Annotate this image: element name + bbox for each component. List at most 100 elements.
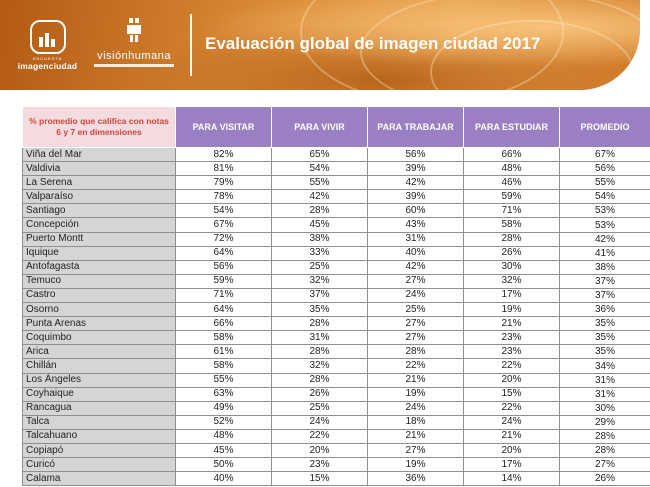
estudiar-cell: 66% [463, 146, 560, 163]
visitar-cell: 56% [175, 259, 272, 275]
visitar-cell: 78% [175, 189, 272, 205]
visitar-cell: 59% [175, 273, 272, 289]
vivir-cell: 35% [271, 302, 368, 318]
promedio-cell: 28% [559, 442, 650, 459]
trabajar-cell: 27% [367, 273, 464, 289]
vivir-cell: 32% [271, 273, 368, 289]
imagenciudad-logo: ENCUESTA imagenciudad [10, 20, 85, 78]
estudiar-cell: 17% [463, 457, 560, 473]
trabajar-cell: 18% [367, 414, 464, 430]
city-cell: Talca [22, 414, 176, 430]
trabajar-cell: 25% [367, 302, 464, 318]
trabajar-cell: 19% [367, 386, 464, 402]
visitar-cell: 63% [175, 386, 272, 402]
promedio-cell: 37% [559, 287, 650, 304]
logo-underline [94, 64, 174, 67]
city-cell: Talcahuano [22, 428, 176, 444]
table-row: Chillán 58% 32% 22% 22% 34% [22, 358, 650, 374]
trabajar-cell: 24% [367, 400, 464, 416]
promedio-cell: 31% [559, 386, 650, 402]
estudiar-cell: 24% [463, 414, 560, 430]
visitar-cell: 64% [175, 245, 272, 261]
estudiar-cell: 14% [463, 471, 560, 487]
promedio-cell: 53% [559, 203, 650, 219]
table-row: Concepción 67% 45% 43% 58% 53% [22, 217, 650, 233]
trabajar-cell: 24% [367, 287, 464, 304]
visitar-cell: 67% [175, 217, 272, 233]
vivir-cell: 26% [271, 386, 368, 402]
vivir-cell: 25% [271, 400, 368, 416]
table-header-row: % promedio que califica con notas 6 y 7 … [22, 106, 650, 148]
estudiar-cell: 23% [463, 330, 560, 346]
promedio-cell: 34% [559, 358, 650, 374]
trabajar-cell: 42% [367, 175, 464, 191]
logo-subtitle: ENCUESTA [32, 56, 63, 61]
city-cell: Coyhaique [22, 386, 176, 402]
city-cell: Temuco [22, 273, 176, 289]
estudiar-cell: 48% [463, 161, 560, 177]
table-row: Temuco 59% 32% 27% 32% 37% [22, 273, 650, 289]
estudiar-cell: 20% [463, 442, 560, 459]
table-row: Coquimbo 58% 31% 27% 23% 35% [22, 330, 650, 346]
vivir-cell: 28% [271, 203, 368, 219]
trabajar-cell: 31% [367, 231, 464, 247]
trabajar-cell: 28% [367, 344, 464, 360]
estudiar-cell: 46% [463, 175, 560, 191]
trabajar-cell: 27% [367, 316, 464, 332]
promedio-cell: 67% [559, 146, 650, 163]
promedio-cell: 36% [559, 302, 650, 318]
city-cell: Arica [22, 344, 176, 360]
table-row: Los Ángeles 55% 28% 21% 20% 31% [22, 372, 650, 388]
trabajar-cell: 36% [367, 471, 464, 487]
table-corner-label: % promedio que califica con notas 6 y 7 … [22, 106, 176, 148]
estudiar-cell: 20% [463, 372, 560, 388]
table-row: Castro 71% 37% 24% 17% 37% [22, 287, 650, 304]
table-row: La Serena 79% 55% 42% 46% 55% [22, 175, 650, 191]
vivir-cell: 28% [271, 316, 368, 332]
vivir-cell: 28% [271, 372, 368, 388]
city-cell: Castro [22, 287, 176, 304]
logo-wordmark: imagenciudad [17, 61, 78, 71]
city-cell: Santiago [22, 203, 176, 219]
visitar-cell: 82% [175, 146, 272, 163]
vivir-cell: 24% [271, 414, 368, 430]
estudiar-cell: 32% [463, 273, 560, 289]
visitar-cell: 45% [175, 442, 272, 459]
column-header-estudiar: PARA ESTUDIAR [463, 106, 560, 148]
promedio-cell: 37% [559, 273, 650, 289]
visitar-cell: 55% [175, 372, 272, 388]
visitar-cell: 71% [175, 287, 272, 304]
vivir-cell: 33% [271, 245, 368, 261]
table-row: Talcahuano 48% 22% 21% 21% 28% [22, 428, 650, 444]
promedio-cell: 42% [559, 231, 650, 247]
header-banner: ENCUESTA imagenciudad visiónhumana Evalu… [0, 0, 640, 90]
table-row: Antofagasta 56% 25% 42% 30% 38% [22, 259, 650, 275]
trabajar-cell: 42% [367, 259, 464, 275]
trabajar-cell: 40% [367, 245, 464, 261]
visitar-cell: 40% [175, 471, 272, 487]
promedio-cell: 35% [559, 316, 650, 332]
city-cell: Iquique [22, 245, 176, 261]
trabajar-cell: 60% [367, 203, 464, 219]
vivir-cell: 38% [271, 231, 368, 247]
table-row: Calama 40% 15% 36% 14% 26% [22, 471, 650, 487]
figure-icon [125, 18, 143, 42]
promedio-cell: 38% [559, 259, 650, 275]
ranking-table: % promedio que califica con notas 6 y 7 … [22, 106, 650, 487]
table-row: Talca 52% 24% 18% 24% 29% [22, 414, 650, 430]
promedio-cell: 29% [559, 414, 650, 430]
visitar-cell: 66% [175, 316, 272, 332]
trabajar-cell: 43% [367, 217, 464, 233]
page-title: Evaluación global de imagen ciudad 2017 [205, 34, 541, 53]
trabajar-cell: 27% [367, 330, 464, 346]
promedio-cell: 35% [559, 344, 650, 360]
promedio-cell: 35% [559, 330, 650, 346]
city-cell: Los Ángeles [22, 372, 176, 388]
city-cell: Valdivia [22, 161, 176, 177]
vivir-cell: 55% [271, 175, 368, 191]
visitar-cell: 54% [175, 203, 272, 219]
estudiar-cell: 15% [463, 386, 560, 402]
estudiar-cell: 71% [463, 203, 560, 219]
promedio-cell: 54% [559, 189, 650, 205]
city-cell: Puerto Montt [22, 231, 176, 247]
